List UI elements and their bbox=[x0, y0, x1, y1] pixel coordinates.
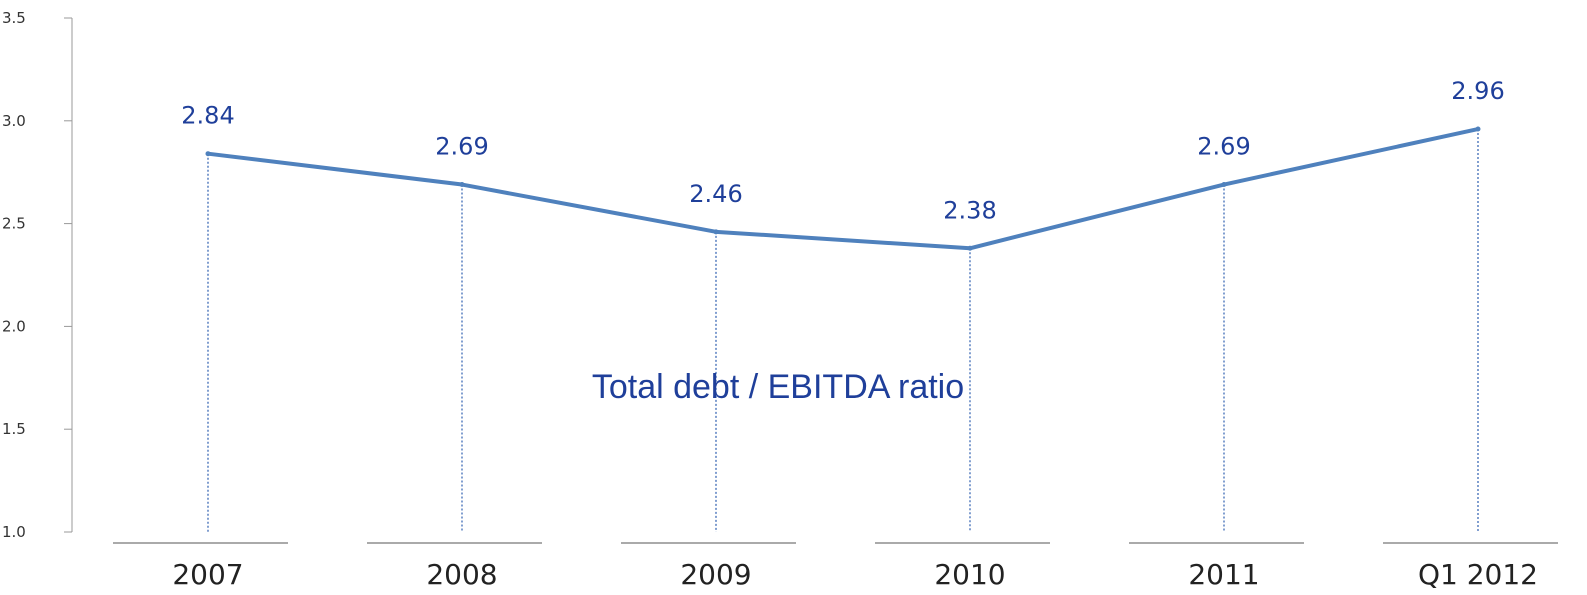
data-label: 2.96 bbox=[1451, 77, 1504, 105]
x-tick-label: 2009 bbox=[680, 558, 751, 591]
data-point bbox=[459, 182, 465, 188]
y-tick-label: 2.5 bbox=[2, 215, 26, 233]
y-tick-label: 1.0 bbox=[2, 523, 26, 541]
series-line bbox=[207, 127, 1479, 251]
data-label: 2.69 bbox=[435, 133, 488, 161]
y-tick-label: 1.5 bbox=[2, 420, 26, 438]
x-tick-label: 2008 bbox=[426, 558, 497, 591]
data-point bbox=[1221, 182, 1227, 188]
data-label: 2.46 bbox=[689, 180, 742, 208]
y-tick-label: 3.5 bbox=[2, 9, 26, 27]
data-labels: 2.84 2.69 2.46 2.38 2.69 2.96 bbox=[181, 77, 1504, 224]
x-axis: 2007 2008 2009 2010 2011 Q1 2012 bbox=[113, 542, 1558, 591]
x-tick-label: 2010 bbox=[934, 558, 1005, 591]
data-point bbox=[967, 245, 973, 251]
y-tick-label: 2.0 bbox=[2, 317, 26, 335]
y-tick-label: 3.0 bbox=[2, 112, 26, 130]
y-axis: 1.0 1.5 2.0 2.5 3.0 3.5 bbox=[2, 9, 73, 541]
x-tick-label: 2007 bbox=[172, 558, 243, 591]
data-label: 2.69 bbox=[1197, 133, 1250, 161]
series-line-layer bbox=[205, 126, 1481, 251]
data-label: 2.38 bbox=[943, 196, 996, 224]
x-tick-label: 2011 bbox=[1188, 558, 1259, 591]
data-point bbox=[205, 151, 211, 157]
x-tick-label: Q1 2012 bbox=[1418, 558, 1538, 591]
data-label: 2.84 bbox=[181, 102, 234, 130]
chart-title: Total debt / EBITDA ratio bbox=[592, 368, 964, 406]
drop-lines bbox=[207, 129, 1479, 532]
data-point bbox=[1475, 126, 1481, 132]
data-point bbox=[713, 229, 719, 235]
